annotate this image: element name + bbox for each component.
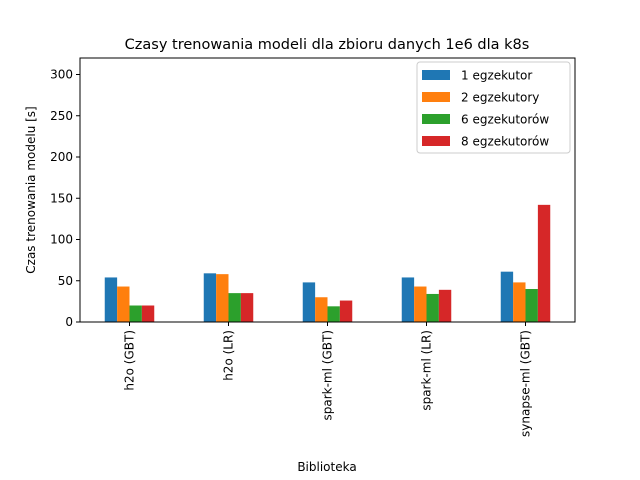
y-tick-label: 150 xyxy=(50,191,73,205)
bar xyxy=(228,293,241,322)
legend-label: 1 egzekutor xyxy=(461,69,532,83)
plot-frame xyxy=(79,57,576,323)
bar xyxy=(302,282,316,322)
bar xyxy=(129,305,142,322)
bar xyxy=(525,289,538,322)
bar xyxy=(401,277,415,322)
bar xyxy=(414,286,427,322)
x-axis: h2o (GBT) h2o (LR) spark-ml (GBT) spark-ml … xyxy=(123,322,533,437)
legend-swatch xyxy=(422,114,450,124)
bar xyxy=(500,271,514,322)
bar xyxy=(438,289,452,322)
x-tick-label: synapse-ml (GBT) xyxy=(519,330,533,437)
bar xyxy=(537,204,551,322)
y-tick-label: 50 xyxy=(58,274,73,288)
legend-label: 6 egzekutorów xyxy=(461,113,549,127)
y-tick-label: 0 xyxy=(65,315,73,329)
y-tick-label: 300 xyxy=(50,68,73,82)
bar xyxy=(117,286,130,322)
bar xyxy=(327,306,340,322)
y-axis-label: Czas trenowania modelu [s] xyxy=(24,106,38,273)
bar xyxy=(216,274,229,322)
x-tick-label: spark-ml (LR) xyxy=(420,330,434,411)
bar xyxy=(203,273,217,322)
y-tick-label: 200 xyxy=(50,150,73,164)
bar xyxy=(240,293,254,322)
y-axis: 0 50 100 150 200 250 300 xyxy=(50,68,80,329)
legend-swatch xyxy=(422,136,450,146)
legend-label: 2 egzekutory xyxy=(461,91,539,105)
chart-title: Czasy trenowania modeli dla zbioru danyc… xyxy=(125,37,530,53)
x-tick-label: h2o (GBT) xyxy=(123,330,137,391)
bar xyxy=(426,293,439,322)
bar xyxy=(315,297,328,322)
legend-label: 8 egzekutorów xyxy=(461,135,549,149)
bar xyxy=(104,277,118,322)
y-tick-label: 250 xyxy=(50,109,73,123)
bars-group xyxy=(104,204,551,322)
legend-swatch xyxy=(422,92,450,102)
bar xyxy=(513,282,526,322)
x-tick-label: h2o (LR) xyxy=(222,330,236,381)
bar xyxy=(141,305,155,322)
legend-swatch xyxy=(422,70,450,80)
bar xyxy=(339,300,353,322)
y-tick-label: 100 xyxy=(50,233,73,247)
x-axis-label: Biblioteka xyxy=(297,460,356,474)
legend-box xyxy=(416,61,571,154)
legend: 1 egzekutor 2 egzekutory 6 egzekutorów 8 eg… xyxy=(416,61,571,154)
x-tick-label: spark-ml (GBT) xyxy=(321,330,335,421)
